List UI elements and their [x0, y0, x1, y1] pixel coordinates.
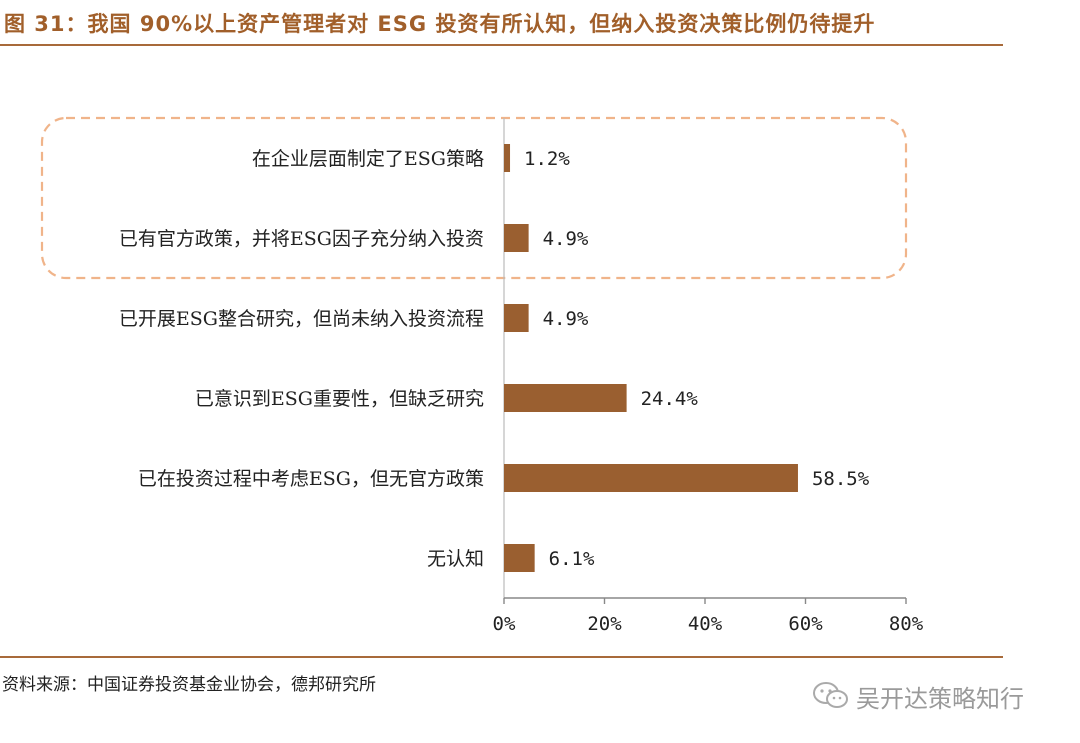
value-label: 24.4%: [641, 388, 699, 410]
watermark-text: 吴开达策略知行: [856, 684, 1024, 713]
source-rule: [0, 656, 1003, 658]
label-layer: 在企业层面制定了ESG策略 1.2% 已有官方政策，并将ESG因子充分纳入投资 4.9…: [119, 148, 870, 570]
value-label: 58.5%: [812, 468, 870, 490]
value-label: 4.9%: [543, 228, 589, 250]
bar: [504, 224, 529, 252]
category-label: 已在投资过程中考虑ESG，但无官方政策: [138, 468, 484, 490]
x-tick-label: 40%: [688, 613, 723, 635]
x-tick-label: 0%: [493, 613, 516, 635]
value-label: 4.9%: [543, 308, 589, 330]
watermark: 吴开达策略知行: [812, 680, 1024, 713]
category-label: 已开展ESG整合研究，但尚未纳入投资流程: [119, 308, 484, 330]
category-label: 在企业层面制定了ESG策略: [252, 148, 484, 170]
highlight-layer: [40, 116, 908, 280]
category-label: 无认知: [427, 548, 484, 570]
category-label: 已意识到ESG重要性，但缺乏研究: [195, 388, 484, 410]
wechat-icon: [813, 682, 848, 708]
title-rule: [0, 44, 1003, 46]
bar: [504, 464, 798, 492]
bar: [504, 304, 529, 332]
bar: [504, 544, 535, 572]
highlight-box: [40, 116, 908, 280]
figure-title: 图 31：我国 90%以上资产管理者对 ESG 投资有所认知，但纳入投资决策比例…: [4, 12, 876, 36]
bar: [504, 384, 627, 412]
value-label: 6.1%: [549, 548, 595, 570]
bar-chart: 0% 20% 40% 60% 80% 在企业层面制定了ESG策略 1.2% 已有官方政策，并…: [40, 116, 924, 635]
axis-layer: 0% 20% 40% 60% 80%: [493, 118, 924, 635]
bar: [504, 144, 511, 172]
x-tick-label: 60%: [788, 613, 823, 635]
x-tick-label: 80%: [889, 613, 924, 635]
x-tick-label: 20%: [587, 613, 622, 635]
bar-layer: [504, 144, 798, 572]
category-label: 已有官方政策，并将ESG因子充分纳入投资: [119, 228, 484, 250]
value-label: 1.2%: [524, 148, 570, 170]
source-note: 资料来源：中国证券投资基金业协会，德邦研究所: [2, 675, 376, 695]
